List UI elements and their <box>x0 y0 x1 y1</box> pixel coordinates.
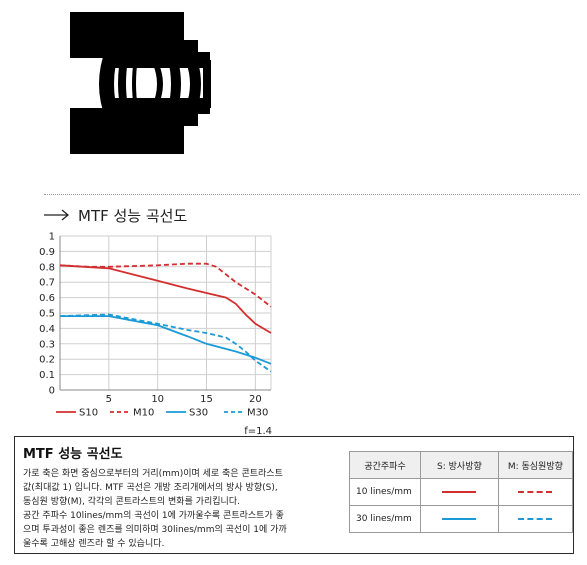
x-tick-label: 20 <box>249 394 262 405</box>
dotted-divider <box>44 194 580 195</box>
series-line-s30 <box>60 315 272 365</box>
arrow-right-icon <box>44 209 70 221</box>
y-tick-label: 0.6 <box>39 293 55 304</box>
aperture-annotation: f=1.4 <box>244 426 272 437</box>
y-tick-label: 0.7 <box>39 278 55 289</box>
y-tick-label: 0.3 <box>39 339 55 350</box>
solid-red-swatch <box>442 490 477 493</box>
y-tick-label: 1 <box>49 232 55 243</box>
x-tick-label: 15 <box>200 394 213 405</box>
section-heading: MTF 성능 곡선도 <box>44 204 187 226</box>
desc-line: 가로 축은 화면 중심으로부터의 거리(mm)이며 세로 축은 콘트라스트 <box>23 469 283 479</box>
swatch-m30-cell <box>497 505 574 533</box>
info-title: MTF 성능 곡선도 <box>23 447 123 462</box>
y-tick-label: 0.8 <box>39 262 55 273</box>
lens-cross-section-illustration <box>70 12 211 154</box>
frequency-legend-table: 공간주파수 S: 방사방향 M: 동심원방향 10 lines/mm 30 li… <box>348 451 574 533</box>
desc-line: 동심원 방향(M), 각각의 콘트라스트의 변화를 가리킵니다. <box>23 497 240 507</box>
series-line-s10 <box>59 264 272 334</box>
header-frequency: 공간주파수 <box>348 451 422 479</box>
mtf-info-box: MTF 성능 곡선도 가로 축은 화면 중심으로부터의 거리(mm)이며 세로 … <box>14 436 574 554</box>
desc-line: 값(최대값 1) 입니다. MTF 곡선은 개방 조리개에서의 방사 방향(S)… <box>23 483 278 493</box>
legend-row-30: 30 lines/mm <box>348 505 574 533</box>
legend-label-s10: S10 <box>79 408 98 419</box>
x-tick-label: 10 <box>151 394 164 405</box>
swatch-s30-cell <box>420 505 499 533</box>
desc-line: 공간 주파수 10lines/mm의 곡선이 1에 가까울수록 콘트라스트가 좋 <box>23 511 284 521</box>
header-meridional: M: 동심원방향 <box>497 451 574 479</box>
desc-line: 으며 투과성이 좋은 렌즈를 의미하며 30lines/mm의 곡선이 1에 가… <box>23 525 287 535</box>
y-tick-label: 0.5 <box>39 309 55 320</box>
legend-label-m30: M30 <box>247 408 268 419</box>
section-title: MTF 성능 곡선도 <box>78 206 188 225</box>
header-sagittal: S: 방사방향 <box>420 451 499 479</box>
legend-label-m10: M10 <box>133 408 154 419</box>
swatch-s10-cell <box>420 478 499 506</box>
dashed-red-swatch <box>518 490 553 493</box>
y-tick-label: 0.9 <box>39 247 55 258</box>
legend-label-s30: S30 <box>189 408 208 419</box>
swatch-m10-cell <box>497 478 574 506</box>
y-tick-label: 0.4 <box>39 324 55 335</box>
legend-row-10: 10 lines/mm <box>348 478 574 506</box>
row-label-30: 30 lines/mm <box>348 505 422 533</box>
series-line-m10 <box>59 262 272 308</box>
x-tick-label: 5 <box>106 394 112 405</box>
series-line-m30 <box>59 313 272 373</box>
solid-blue-swatch <box>442 517 477 520</box>
y-tick-label: 0 <box>49 386 55 397</box>
legend-header-row: 공간주파수 S: 방사방향 M: 동심원방향 <box>348 451 574 479</box>
row-label-10: 10 lines/mm <box>348 478 422 506</box>
info-description: 가로 축은 화면 중심으로부터의 거리(mm)이며 세로 축은 콘트라스트 값(… <box>23 467 357 551</box>
desc-line: 울수록 고해상 렌즈라 할 수 있습니다. <box>23 539 165 549</box>
y-tick-label: 0.2 <box>39 355 55 366</box>
dashed-blue-swatch <box>518 517 553 520</box>
y-tick-label: 0.1 <box>39 370 55 381</box>
